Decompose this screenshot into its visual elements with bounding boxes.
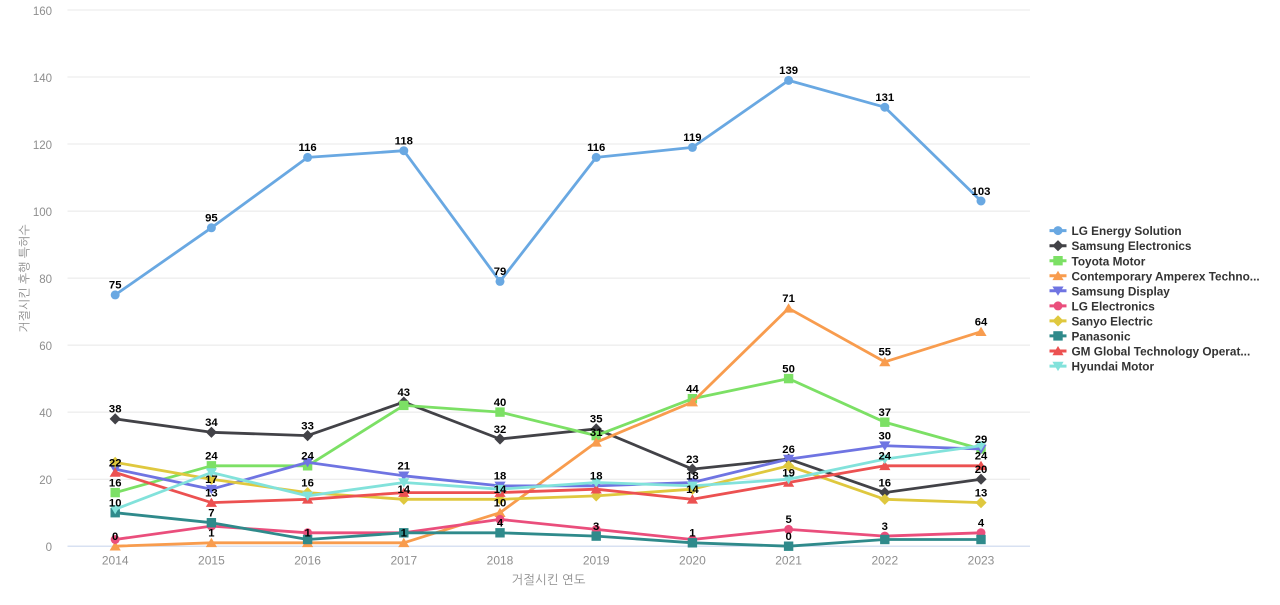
svg-text:3: 3 [593,521,599,533]
svg-text:100: 100 [33,207,52,219]
svg-text:2019: 2019 [583,554,610,568]
svg-text:0: 0 [112,531,118,543]
svg-text:2022: 2022 [871,554,898,568]
svg-text:64: 64 [975,317,988,329]
svg-text:2020: 2020 [679,554,706,568]
svg-text:0: 0 [785,531,791,543]
svg-text:10: 10 [109,498,122,510]
svg-text:103: 103 [972,186,991,198]
svg-text:118: 118 [395,136,413,148]
svg-text:20: 20 [39,475,52,487]
svg-text:37: 37 [879,407,892,419]
svg-text:17: 17 [205,474,218,486]
svg-text:Toyota Motor: Toyota Motor [1072,254,1146,268]
svg-text:1: 1 [689,528,695,540]
svg-text:18: 18 [590,471,603,483]
svg-text:1: 1 [304,528,310,540]
svg-text:26: 26 [782,444,795,456]
svg-text:2014: 2014 [102,554,129,568]
svg-text:2021: 2021 [775,554,802,568]
svg-text:Samsung Display: Samsung Display [1072,284,1171,298]
svg-text:116: 116 [298,142,316,154]
svg-text:79: 79 [494,266,507,278]
svg-text:95: 95 [205,213,218,225]
svg-text:119: 119 [683,132,701,144]
svg-text:7: 7 [208,508,214,520]
svg-text:31: 31 [590,427,603,439]
svg-text:120: 120 [33,140,52,152]
svg-text:160: 160 [33,6,52,18]
svg-text:23: 23 [686,454,699,466]
svg-text:32: 32 [494,424,507,436]
svg-text:LG Electronics: LG Electronics [1072,300,1156,314]
svg-text:140: 140 [33,73,52,85]
svg-text:4: 4 [497,518,504,530]
svg-text:Sanyo Electric: Sanyo Electric [1072,315,1154,329]
svg-text:55: 55 [879,347,892,359]
svg-text:10: 10 [494,498,507,510]
svg-text:50: 50 [782,363,795,375]
svg-text:71: 71 [782,293,795,305]
svg-text:24: 24 [975,451,988,463]
svg-text:1: 1 [208,528,214,540]
svg-text:2018: 2018 [487,554,514,568]
svg-text:30: 30 [879,431,892,443]
svg-text:14: 14 [398,484,411,496]
svg-text:24: 24 [301,451,314,463]
svg-text:2023: 2023 [968,554,995,568]
svg-text:14: 14 [686,484,699,496]
svg-text:16: 16 [109,477,122,489]
svg-text:2017: 2017 [390,554,417,568]
svg-text:35: 35 [590,414,603,426]
svg-text:40: 40 [39,408,52,420]
svg-text:Panasonic: Panasonic [1072,330,1131,344]
svg-text:4: 4 [978,518,985,530]
svg-text:Samsung Electronics: Samsung Electronics [1072,239,1192,253]
svg-text:20: 20 [975,464,988,476]
svg-text:38: 38 [109,404,122,416]
svg-text:44: 44 [686,384,699,396]
svg-text:80: 80 [39,274,52,286]
svg-text:19: 19 [782,467,795,479]
svg-text:0: 0 [46,542,52,554]
svg-text:29: 29 [975,434,988,446]
svg-text:14: 14 [494,484,507,496]
svg-text:16: 16 [879,477,892,489]
svg-text:GM Global Technology Operat...: GM Global Technology Operat... [1072,345,1251,359]
svg-text:5: 5 [785,514,791,526]
svg-text:18: 18 [494,471,507,483]
svg-text:Contemporary Amperex Techno...: Contemporary Amperex Techno... [1072,269,1260,283]
svg-text:24: 24 [879,451,892,463]
svg-text:33: 33 [301,420,314,432]
svg-text:43: 43 [398,387,411,399]
svg-text:131: 131 [875,92,894,104]
svg-text:139: 139 [779,65,798,77]
svg-text:1: 1 [401,528,407,540]
svg-text:60: 60 [39,341,52,353]
svg-text:13: 13 [975,487,988,499]
svg-text:116: 116 [587,142,605,154]
svg-text:13: 13 [205,487,218,499]
svg-text:LG Energy Solution: LG Energy Solution [1072,224,1182,238]
svg-text:18: 18 [686,471,699,483]
svg-text:34: 34 [205,417,218,429]
svg-text:2016: 2016 [294,554,321,568]
svg-text:22: 22 [109,457,122,469]
svg-text:Hyundai Motor: Hyundai Motor [1072,360,1155,374]
svg-text:40: 40 [494,397,507,409]
svg-text:2015: 2015 [198,554,225,568]
svg-text:75: 75 [109,280,122,292]
svg-text:21: 21 [398,461,411,473]
svg-text:3: 3 [882,521,888,533]
svg-text:16: 16 [301,477,314,489]
svg-text:24: 24 [205,451,218,463]
